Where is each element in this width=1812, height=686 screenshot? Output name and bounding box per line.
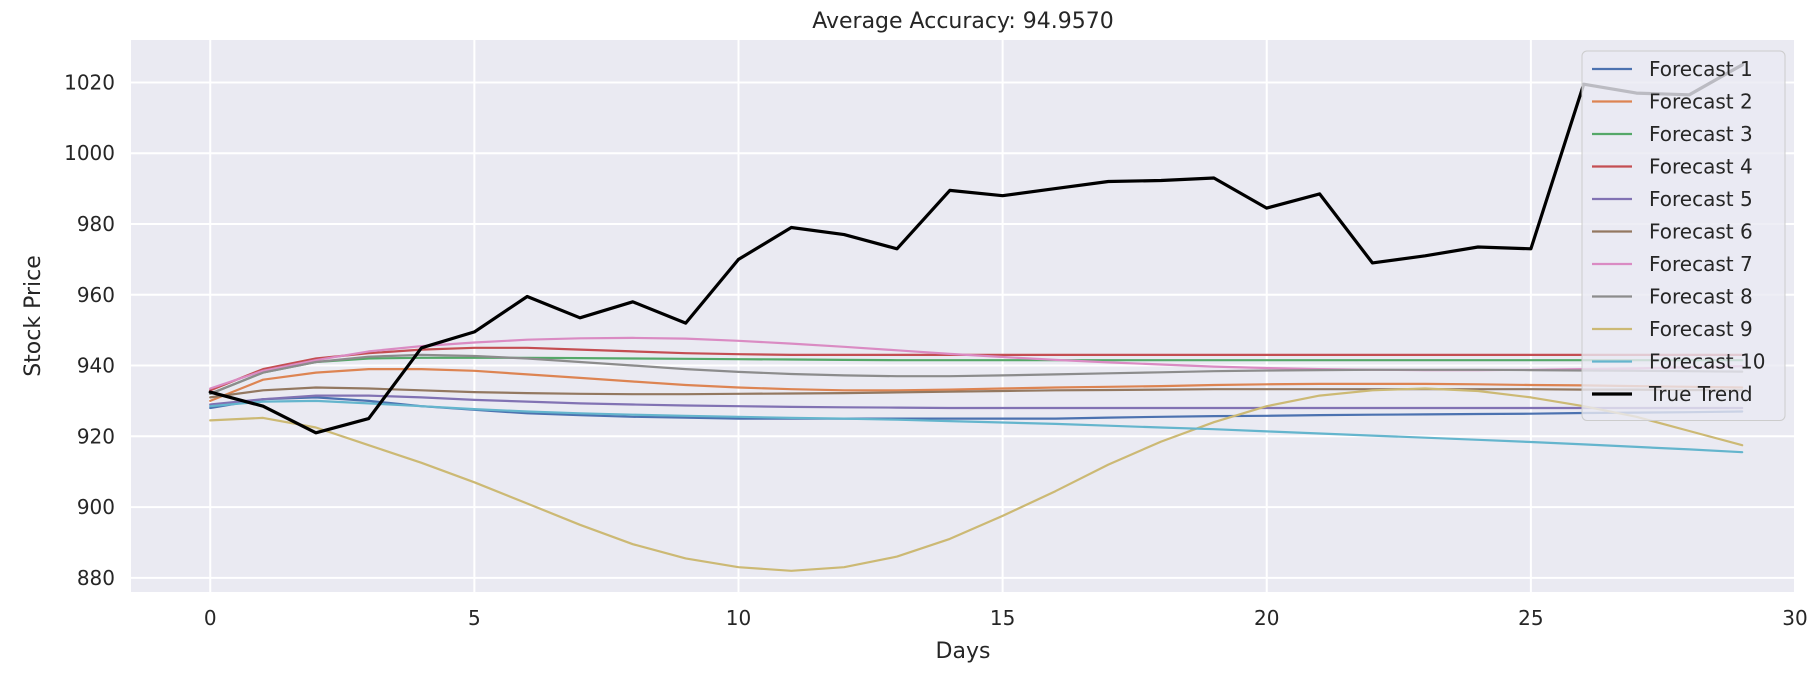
series-line-10 — [209, 399, 1744, 454]
legend-entry: True Trend — [1648, 382, 1753, 406]
series-layer — [208, 63, 1744, 572]
legend-box — [1581, 50, 1786, 421]
x-tick-label: 25 — [1518, 606, 1543, 630]
x-tick-label: 15 — [990, 606, 1015, 630]
legend-entry: Forecast 3 — [1649, 122, 1753, 146]
plot-background — [131, 40, 1795, 592]
y-tick-label: 920 — [77, 424, 115, 448]
legend-entry: Forecast 9 — [1649, 317, 1753, 341]
legend-entry: Forecast 5 — [1649, 187, 1753, 211]
legend-entry: Forecast 4 — [1649, 155, 1753, 179]
y-tick-label: 1000 — [64, 141, 115, 165]
x-tick-label: 0 — [204, 606, 217, 630]
chart-title: Average Accuracy: 94.9570 — [812, 9, 1114, 34]
y-tick-label: 1020 — [64, 70, 115, 94]
legend-entry: Forecast 8 — [1649, 285, 1753, 309]
legend-entry: Forecast 7 — [1649, 252, 1753, 276]
y-axis-label: Stock Price — [21, 255, 46, 377]
y-tick-label: 900 — [77, 495, 115, 519]
y-axis-ticks: 880 900 920 940 960 980 1000 1020 — [64, 70, 115, 589]
series-line-11 — [208, 63, 1744, 435]
series-line-8 — [209, 353, 1744, 395]
legend: Forecast 1 Forecast 2 Forecast 3 Forecast 4… — [1581, 50, 1786, 421]
series-line-6 — [209, 386, 1744, 399]
y-tick-label: 940 — [77, 354, 115, 378]
x-tick-label: 5 — [468, 606, 481, 630]
legend-entry: Forecast 2 — [1649, 90, 1753, 114]
legend-entry: Forecast 1 — [1649, 57, 1753, 81]
x-tick-label: 20 — [1254, 606, 1279, 630]
y-tick-label: 980 — [77, 212, 115, 236]
series-line-5 — [209, 394, 1744, 410]
y-tick-label: 960 — [77, 283, 115, 307]
y-tick-label: 880 — [77, 566, 115, 590]
x-axis-label: Days — [936, 639, 991, 664]
legend-entry: Forecast 6 — [1649, 220, 1753, 244]
x-tick-label: 10 — [726, 606, 751, 630]
x-axis-ticks: 0 5 10 15 20 25 30 — [204, 606, 1808, 630]
series-line-2 — [209, 368, 1744, 402]
series-line-3 — [209, 356, 1744, 395]
series-line-9 — [209, 387, 1744, 572]
legend-entry: Forecast 10 — [1649, 350, 1765, 374]
x-tick-label: 30 — [1782, 606, 1807, 630]
